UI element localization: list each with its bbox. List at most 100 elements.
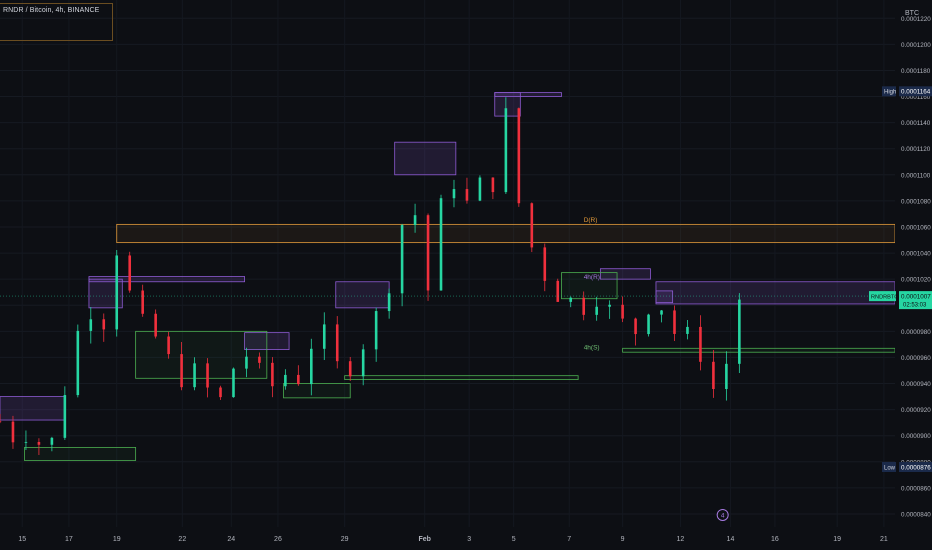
symbol-legend[interactable]: RNDR / Bitcoin, 4h, BINANCE: [3, 7, 100, 14]
y-tick-label: 0.0000840: [901, 511, 931, 518]
y-tick-label: 0.0000980: [901, 329, 931, 336]
event-marker-icon: [716, 508, 729, 521]
x-tick-label: 12: [677, 536, 685, 543]
candle-body: [725, 363, 728, 390]
y-tick-label: 0.0001220: [901, 16, 931, 23]
candle-body: [284, 374, 287, 387]
x-tick-label: 17: [65, 536, 73, 543]
zone-label-green: 4h(S): [584, 345, 600, 352]
x-tick-label: 5: [512, 536, 516, 543]
y-tick-label: 0.0001100: [901, 172, 931, 179]
grid: [0, 0, 895, 527]
y-tick-label: 0.0001140: [901, 120, 931, 127]
candle-body: [660, 310, 663, 315]
candle-body: [11, 421, 15, 443]
candle-body: [128, 255, 132, 291]
current-value: 0.0001007: [901, 293, 931, 300]
zone-box-green: [622, 347, 896, 353]
candle-body: [478, 177, 482, 201]
candle-body: [686, 326, 689, 334]
y-tick-label: 0.0001160: [901, 94, 931, 101]
zone-box-orange: [116, 223, 896, 244]
event-marker-label: 4: [721, 512, 725, 519]
low-value-bg: [899, 461, 932, 472]
x-tick-label: 19: [833, 536, 841, 543]
zone-box-green: [24, 447, 137, 461]
y-tick-label: 0.0001060: [901, 224, 931, 231]
y-tick-label: 0.0000920: [901, 407, 931, 414]
candle-body: [374, 311, 378, 350]
candle-body: [245, 356, 248, 369]
high-tag-bg: [882, 86, 896, 97]
countdown-timer: 02:53:03: [903, 303, 927, 309]
zone-box-green: [561, 272, 618, 300]
y-tick-label: 0.0000940: [901, 381, 931, 388]
high-value-bg: [899, 86, 932, 97]
low-tag: Low: [884, 465, 896, 471]
time-axis[interactable]: 15 17 19 22 24 26 29 Feb 3 5 7 9 12 14 16 19 21: [0, 527, 932, 550]
zone-box-purple: [394, 141, 457, 176]
candle-body: [206, 363, 209, 388]
time-axis-bg: [0, 527, 932, 550]
zone-box-purple: [599, 268, 651, 280]
candle-body: [232, 368, 235, 398]
candle-body: [556, 280, 560, 302]
zone-label-orange: D(R): [584, 217, 598, 224]
candle-body: [387, 293, 391, 312]
candle-body: [712, 361, 715, 390]
x-tick-label: 24: [227, 536, 235, 543]
candle-body: [310, 348, 313, 385]
x-tick-label: 29: [341, 536, 349, 543]
y-tick-label: 0.0001180: [901, 68, 931, 75]
zone-label-purple: 4h(R): [584, 274, 600, 281]
x-tick-label: 19: [113, 536, 121, 543]
candle-body: [361, 349, 365, 377]
price-labels: High 0.0001164 Low 0.0000876 RNDRBTC 0.000100…: [0, 86, 932, 521]
candle-body: [348, 361, 352, 377]
candle-body: [297, 374, 300, 385]
x-tick-label: 22: [178, 536, 186, 543]
x-tick-label: 26: [274, 536, 282, 543]
candle-body: [271, 362, 274, 387]
y-tick-label: 0.0001020: [901, 277, 931, 284]
candle-body: [335, 324, 339, 362]
candle-body: [37, 441, 41, 445]
zone-box-green: [283, 383, 351, 399]
candle-body: [673, 310, 676, 334]
x-tick-label: 3: [467, 536, 471, 543]
x-tick-label: 15: [18, 536, 26, 543]
low-tag-bg: [882, 461, 896, 472]
candle-body: [608, 304, 611, 307]
x-tick-label: 16: [771, 536, 779, 543]
x-tick-label: 9: [621, 536, 625, 543]
candle-body: [465, 189, 469, 201]
candle-body: [167, 336, 170, 355]
candle-body: [180, 354, 183, 388]
candle-body: [595, 306, 598, 315]
symbol-tag-bg: [869, 291, 896, 302]
y-tick-label: 0.0001040: [901, 251, 931, 258]
candle-body: [141, 290, 144, 314]
candle-body: [50, 437, 54, 445]
candle-body: [258, 356, 261, 363]
zone-box-purple: [335, 281, 390, 309]
x-tick-label: 21: [880, 536, 888, 543]
candle-body: [24, 441, 28, 443]
candle-body: [426, 215, 430, 291]
y-tick-label: 0.0001200: [901, 42, 931, 49]
candle-body: [530, 203, 534, 248]
zone-box-green: [344, 375, 579, 380]
candle-body: [63, 395, 67, 438]
legend-box: [0, 3, 113, 41]
candle-body: [219, 387, 222, 398]
candle-body: [491, 177, 495, 193]
candle-body: [400, 225, 404, 294]
candles: [0, 97, 741, 455]
zone-box-purple: [655, 281, 896, 305]
high-tag: High: [884, 90, 896, 96]
zone-labels: D(R) 4h(R) 4h(S): [584, 217, 600, 352]
candle-body: [154, 313, 157, 337]
candle-body: [102, 319, 106, 330]
